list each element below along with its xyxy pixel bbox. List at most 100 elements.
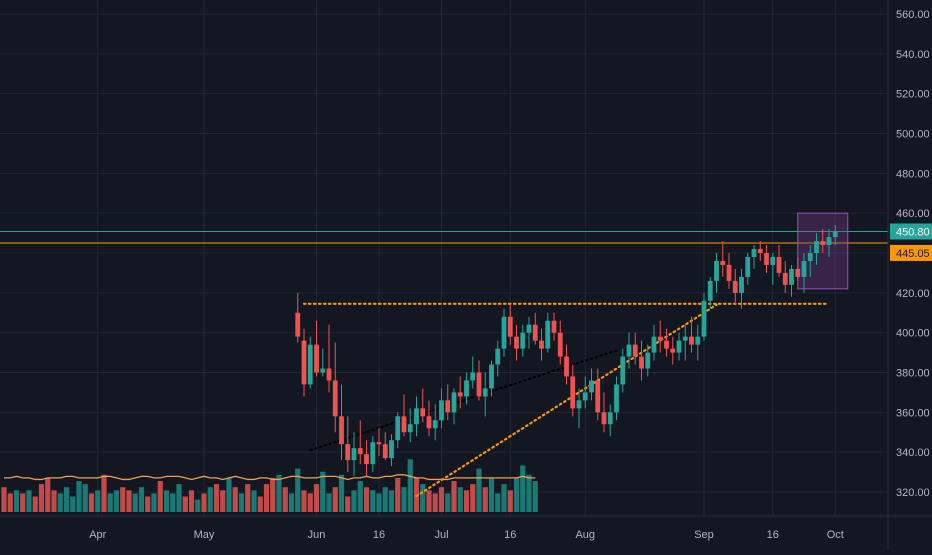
last-price-label: 450.80: [896, 226, 930, 238]
candle-body: [714, 260, 719, 281]
candle-body: [364, 454, 369, 465]
volume-bar: [432, 493, 438, 512]
time-label: Sep: [694, 529, 714, 541]
volume-bar: [495, 493, 501, 512]
candle-body: [470, 372, 476, 381]
candle-body: [314, 344, 319, 373]
volume-bar: [7, 493, 13, 512]
candle-body: [589, 380, 594, 393]
candle-body: [307, 344, 313, 385]
volume-bar: [276, 474, 282, 512]
volume-bars: [1, 459, 538, 512]
candle-body: [626, 344, 632, 357]
candle-body: [739, 276, 744, 293]
candle-body: [770, 256, 776, 265]
candle-body: [345, 444, 351, 461]
candle-body: [582, 392, 588, 401]
volume-bar: [201, 493, 207, 512]
candle-body: [539, 340, 544, 349]
candle-body: [395, 416, 401, 441]
level-label: 445.05: [896, 248, 930, 260]
price-label: 460.00: [896, 208, 930, 220]
volume-bar: [163, 490, 170, 512]
candle-body: [557, 332, 563, 357]
candle-body: [689, 336, 694, 345]
volume-bar: [51, 490, 57, 512]
volume-bar: [363, 487, 370, 512]
candle-body: [726, 264, 732, 281]
volume-bar: [157, 481, 163, 512]
candle-body: [351, 448, 357, 461]
candle-body: [426, 416, 432, 429]
volume-bar: [457, 487, 463, 512]
candle-body: [301, 340, 307, 385]
volume-bar: [32, 496, 38, 512]
candle-body: [745, 256, 751, 277]
volume-bar: [482, 487, 488, 512]
volume-bar: [45, 477, 51, 512]
volume-bar: [326, 493, 332, 512]
candle-body: [664, 340, 669, 349]
candle-body: [676, 340, 682, 353]
volume-bar: [95, 490, 101, 512]
volume-bar: [138, 487, 145, 512]
volume-bar: [213, 484, 220, 512]
volume-bar: [351, 490, 357, 512]
candle-body: [720, 260, 726, 265]
volume-bar: [338, 474, 345, 512]
candle-body: [645, 352, 651, 369]
candle-body: [764, 253, 769, 265]
candle-body: [376, 442, 382, 445]
price-label: 320.00: [896, 487, 930, 499]
candle-body: [826, 237, 832, 246]
candle-body: [326, 368, 332, 381]
last-price-badge: [890, 223, 932, 240]
trendline-uptrend-black: [309, 349, 618, 452]
candle-body: [670, 348, 676, 353]
volume-bar: [195, 499, 201, 512]
volume-bar: [82, 484, 88, 512]
volume-bar: [407, 459, 413, 512]
candle-body: [701, 300, 707, 337]
time-label: 16: [504, 529, 516, 541]
candle-body: [495, 348, 501, 365]
price-label: 340.00: [896, 447, 930, 459]
candle-body: [501, 316, 507, 349]
candle-body: [332, 380, 338, 417]
volume-bar: [182, 496, 188, 512]
candle-body: [801, 260, 807, 277]
volume-bar: [176, 484, 182, 512]
price-label: 420.00: [896, 288, 930, 300]
volume-bar: [507, 490, 513, 512]
candle-body: [607, 412, 613, 425]
volume-bar: [1, 487, 7, 512]
time-label: 16: [767, 529, 779, 541]
volume-bar: [226, 477, 232, 512]
candle-body: [832, 231, 838, 238]
candle-body: [751, 249, 757, 257]
volume-bar: [113, 490, 120, 512]
candle-body: [707, 280, 713, 301]
volume-bar: [132, 493, 138, 512]
price-label: 480.00: [896, 168, 930, 180]
candle-body: [389, 440, 394, 459]
volume-bar: [401, 487, 407, 512]
time-label: Aug: [575, 529, 595, 541]
candle-body: [420, 408, 426, 417]
candle-body: [682, 336, 688, 341]
volume-bar: [426, 490, 432, 512]
price-label: 360.00: [896, 407, 930, 419]
candle-body: [432, 420, 438, 429]
volume-bar: [63, 487, 70, 512]
price-label: 540.00: [896, 49, 930, 61]
price-label: 380.00: [896, 368, 930, 380]
candle-body: [532, 324, 538, 341]
volume-bar: [207, 487, 213, 512]
candle-body: [807, 253, 813, 261]
volume-bar: [470, 484, 476, 512]
candles: [295, 225, 838, 477]
time-label: 16: [373, 529, 385, 541]
candle-body: [401, 416, 407, 433]
